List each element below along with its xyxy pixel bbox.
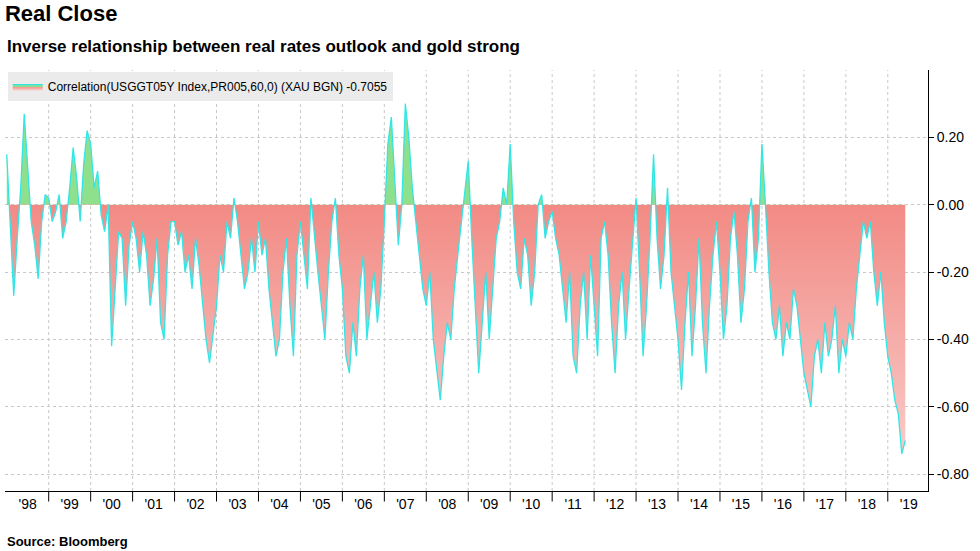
svg-text:'19: '19	[900, 496, 918, 512]
svg-text:Inverse relationship between r: Inverse relationship between real rates …	[7, 37, 520, 56]
svg-text:0.20: 0.20	[937, 129, 964, 145]
svg-text:'10: '10	[522, 496, 540, 512]
svg-text:'98: '98	[19, 496, 37, 512]
svg-text:0.00: 0.00	[937, 197, 964, 213]
svg-text:'08: '08	[438, 496, 456, 512]
svg-text:'07: '07	[396, 496, 414, 512]
svg-text:Correlation(USGGT05Y Index,PR0: Correlation(USGGT05Y Index,PR005,60,0) (…	[48, 80, 388, 94]
svg-text:'02: '02	[186, 496, 204, 512]
svg-text:Source: Bloomberg: Source: Bloomberg	[7, 534, 128, 549]
svg-text:'11: '11	[565, 496, 582, 512]
svg-text:'16: '16	[774, 496, 792, 512]
svg-text:'06: '06	[354, 496, 372, 512]
svg-text:'03: '03	[228, 496, 246, 512]
svg-text:'05: '05	[312, 496, 330, 512]
svg-text:-0.60: -0.60	[937, 399, 969, 415]
svg-text:'18: '18	[858, 496, 876, 512]
svg-text:'14: '14	[690, 496, 708, 512]
svg-text:Real Close: Real Close	[5, 1, 118, 26]
svg-text:'13: '13	[648, 496, 666, 512]
svg-text:-0.20: -0.20	[937, 264, 969, 280]
svg-text:'15: '15	[732, 496, 750, 512]
svg-text:'12: '12	[606, 496, 624, 512]
svg-text:'04: '04	[270, 496, 288, 512]
svg-text:'99: '99	[61, 496, 79, 512]
svg-text:'00: '00	[103, 496, 121, 512]
svg-text:-0.80: -0.80	[937, 466, 969, 482]
svg-text:'09: '09	[480, 496, 498, 512]
svg-text:'01: '01	[144, 496, 162, 512]
svg-text:'17: '17	[816, 496, 834, 512]
svg-text:-0.40: -0.40	[937, 331, 969, 347]
